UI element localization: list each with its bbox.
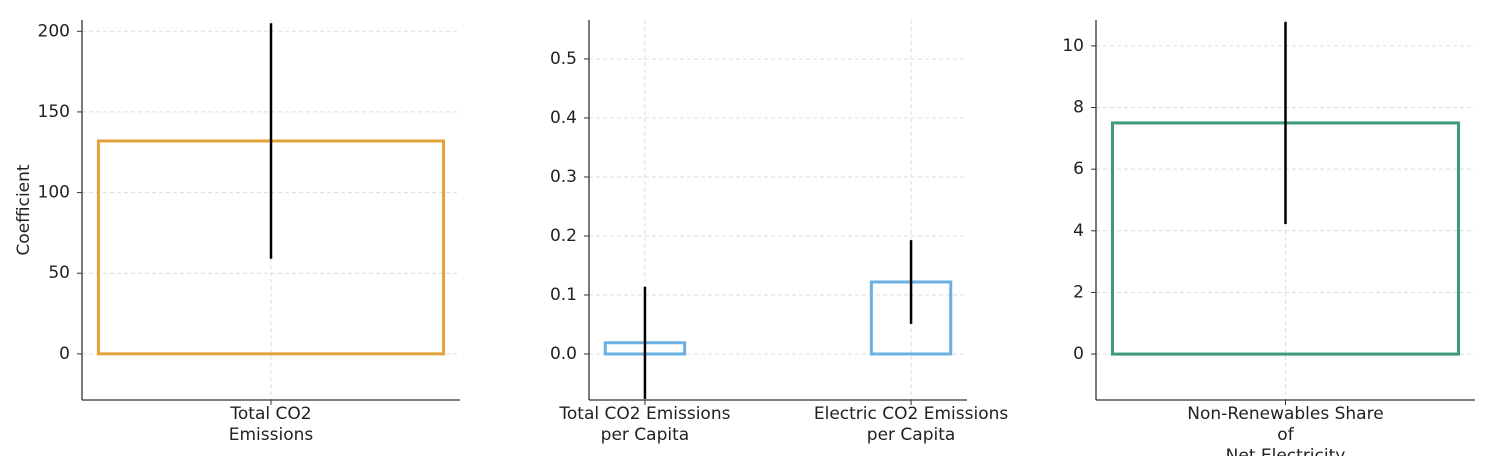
y-axis-label: Coefficient <box>14 164 34 255</box>
y-tick-label: 8 <box>1073 98 1084 118</box>
y-tick-label: 0.5 <box>550 49 577 69</box>
x-tick-label: Non-Renewables Share of Net Electricity <box>1187 404 1384 456</box>
y-tick-label: 0 <box>59 344 70 364</box>
y-tick-label: 200 <box>38 21 70 41</box>
y-tick-label: 0.3 <box>550 167 577 187</box>
y-tick-label: 10 <box>1062 36 1084 56</box>
x-tick-label: Total CO2 Emissions per Capita <box>559 404 731 445</box>
y-tick-label: 0.1 <box>550 285 577 305</box>
y-tick-label: 2 <box>1073 282 1084 302</box>
y-tick-label: 100 <box>38 183 70 203</box>
x-tick-label: Total CO2 Emissions <box>228 404 314 445</box>
y-tick-label: 150 <box>38 102 70 122</box>
y-tick-label: 4 <box>1073 221 1084 241</box>
y-tick-label: 0.4 <box>550 108 577 128</box>
y-tick-label: 0 <box>1073 344 1084 364</box>
y-tick-label: 0.0 <box>550 344 577 364</box>
x-tick-label: Electric CO2 Emissions per Capita <box>813 404 1009 445</box>
y-tick-label: 50 <box>48 263 70 283</box>
y-tick-label: 6 <box>1073 159 1084 179</box>
y-tick-label: 0.2 <box>550 226 577 246</box>
